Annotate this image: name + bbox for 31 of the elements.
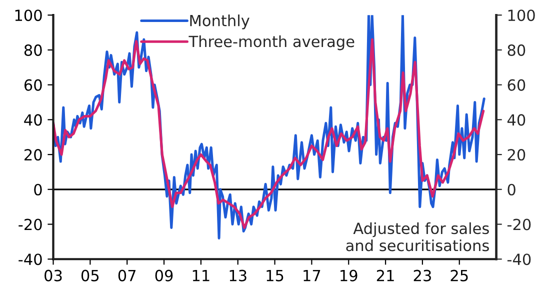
y2-tick-label: 0 (508, 184, 516, 196)
x-tick-label: 17 (304, 270, 320, 282)
y-tick-label: 80 (24, 44, 42, 56)
annotation: Adjusted for sales and securitisations (346, 222, 489, 252)
x-tick-label: 03 (44, 270, 62, 282)
x-tick-label: 23 (414, 270, 431, 282)
legend-label: Monthly (190, 14, 250, 30)
y2-tick-label: 80 (508, 44, 526, 56)
y-tick-label: 20 (24, 149, 42, 161)
x-tick-label: 21 (376, 270, 394, 282)
x-tick-label: 07 (118, 270, 136, 282)
y2-tick-label: -40 (507, 254, 531, 266)
x-tick-label: 13 (230, 270, 246, 282)
x-tick-label: 25 (450, 270, 468, 282)
x-tick-label: 15 (266, 270, 284, 282)
y-tick-label: 0 (34, 184, 42, 196)
x-tick-label: 19 (340, 270, 358, 282)
y2-tick-label: 100 (508, 10, 535, 22)
y2-tick-label: 60 (508, 79, 526, 91)
y-tick-label: -40 (18, 254, 42, 266)
y-tick-label: -20 (18, 218, 42, 230)
y-tick-label: 40 (24, 114, 42, 126)
y2-tick-label: 20 (508, 149, 526, 161)
x-tick-label: 05 (81, 270, 99, 282)
x-tick-label: 11 (192, 270, 210, 282)
x-tick-label: 09 (155, 270, 173, 282)
y2-tick-label: 40 (507, 114, 526, 126)
y-tick-label: 60 (24, 79, 42, 91)
y2-tick-label: -20 (507, 218, 531, 230)
y-tick-label: 100 (15, 10, 42, 22)
legend-label: Three-month average (188, 35, 354, 50)
